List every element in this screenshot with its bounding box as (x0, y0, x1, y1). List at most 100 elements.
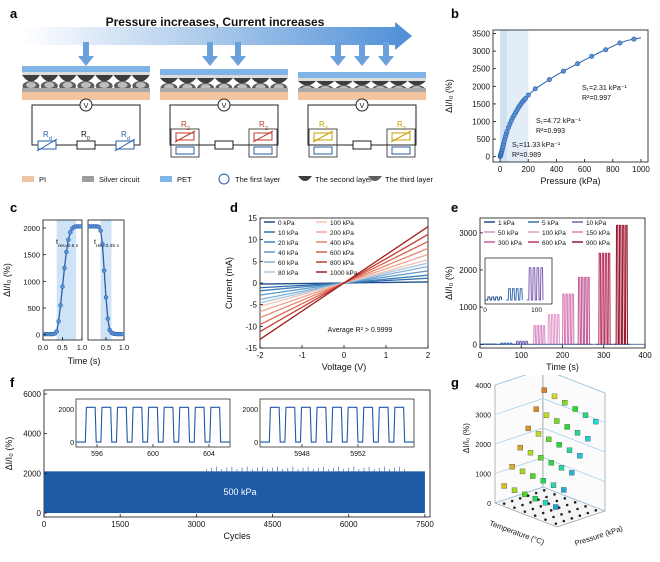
floor-projection-point (565, 503, 569, 507)
data-cube (509, 464, 515, 470)
second-layer-bump (389, 81, 408, 86)
floor-projection-point (513, 506, 516, 509)
data-cube (562, 400, 568, 406)
bump-highlight (135, 82, 146, 88)
x-tick-label: 0 (342, 351, 347, 360)
inset-tick-label: 100 (531, 307, 542, 314)
variable-resistor (175, 146, 195, 155)
legend-text: 200 kPa (330, 230, 354, 237)
panel-label-a: a (10, 6, 18, 21)
data-cube (541, 387, 547, 393)
floor-projection-point (594, 509, 598, 512)
data-cube (582, 412, 589, 418)
legend-text: 600 kPa (330, 250, 354, 257)
y-tick-label: 10 (248, 236, 257, 245)
x-tick-label: 0.5 (101, 343, 111, 352)
data-cube (532, 495, 538, 502)
legend-text: 300 kPa (498, 240, 522, 247)
plot-frame (492, 29, 649, 163)
y-tick-label: -5 (250, 301, 258, 310)
y-tick-label: 2000 (23, 469, 41, 478)
data-point (546, 77, 552, 83)
x-tick-label: 0 (498, 165, 503, 174)
second-layer-bump (76, 75, 95, 82)
time-annotation: trec=0.35 s (94, 239, 119, 249)
y-axis-label: ΔI/I₀ (%) (444, 266, 454, 300)
x-tick-label: 7500 (416, 520, 434, 529)
floor-projection-point (529, 501, 532, 504)
second-layer-bump (178, 78, 197, 84)
first-layer (22, 72, 150, 75)
resistor-label: R2 (181, 120, 190, 132)
y-tick-label: 500 (477, 135, 491, 144)
second-layer-bump (334, 81, 353, 86)
pressure-arrow (359, 42, 365, 56)
data-cube (593, 418, 599, 425)
variable-resistor (253, 146, 273, 155)
bump-highlight (44, 82, 55, 88)
silver-circuit (160, 88, 288, 92)
x-tick-label: 1000 (632, 165, 650, 174)
data-cube (519, 468, 526, 475)
floor-projection-point (545, 495, 548, 499)
data-point (56, 319, 61, 324)
data-point (60, 284, 65, 289)
x-tick-label: 600 (578, 165, 592, 174)
y-tick-label: 2000 (23, 224, 40, 233)
floor-projection-point (563, 497, 567, 500)
resistor-label: Rd (43, 130, 52, 142)
data-cube (527, 450, 534, 456)
floor-projection-point (541, 511, 545, 515)
floor-projection-point (523, 510, 527, 513)
legend-text: 50 kPa (498, 230, 519, 237)
floor-projection-point (539, 505, 543, 508)
second-layer-bump (196, 78, 215, 84)
annotation-s1: S₁=2.31 kPa⁻¹ (582, 85, 627, 92)
inset-frame (259, 398, 415, 448)
data-cube (542, 500, 549, 506)
x-axis-label: Cycles (223, 531, 251, 541)
x-tick-label: 0.5 (57, 343, 67, 352)
panel-label-d: d (230, 200, 238, 215)
data-cube (530, 473, 536, 479)
data-point (575, 61, 581, 67)
z-grid-line (494, 375, 606, 394)
data-cube (564, 424, 570, 430)
legend-swatch (22, 176, 34, 182)
y-tick-label: -15 (245, 344, 257, 353)
resistor-arrow (114, 138, 136, 152)
data-point (631, 36, 637, 42)
pet-top-layer (298, 72, 426, 78)
legend-swatch (298, 176, 312, 181)
legend-text: 10 kPa (278, 230, 299, 237)
panel-g-svg: 0 1000 2000 3000 4000 ΔI/I₀ (%) Temperature (°… (462, 375, 624, 548)
floor-projection-point (562, 519, 566, 523)
y-tick-label: 1000 (472, 118, 490, 127)
fixed-resistor (76, 140, 96, 150)
bump-highlight (117, 82, 128, 88)
data-cube (548, 460, 554, 466)
floor-projection-point (554, 522, 558, 525)
panel-label-f: f (10, 375, 15, 390)
floor-projection-point (557, 506, 561, 509)
pressure-arrow (383, 42, 389, 56)
z-grid-line (494, 427, 606, 453)
second-layer-bump (233, 78, 252, 84)
legend-text: Silver circuit (99, 175, 140, 184)
inset-tick-label: 596 (91, 451, 103, 458)
floor-projection-point (547, 502, 551, 505)
second-layer-bump (95, 75, 114, 82)
inset-tick-label: 600 (147, 451, 159, 458)
z-tick-label: 4000 (475, 383, 491, 390)
data-point (103, 295, 109, 300)
second-layer-bump (113, 75, 132, 82)
legend-text: 600 kPa (542, 240, 566, 247)
time-annotation: tres=0.5 s (56, 239, 79, 249)
data-point (560, 68, 566, 74)
data-cube (551, 393, 558, 400)
pet-top-layer (22, 66, 150, 72)
y-axis-label: Pressure (kPa) (573, 524, 624, 548)
resistor-arrow (390, 130, 412, 143)
iv-line (259, 226, 429, 340)
